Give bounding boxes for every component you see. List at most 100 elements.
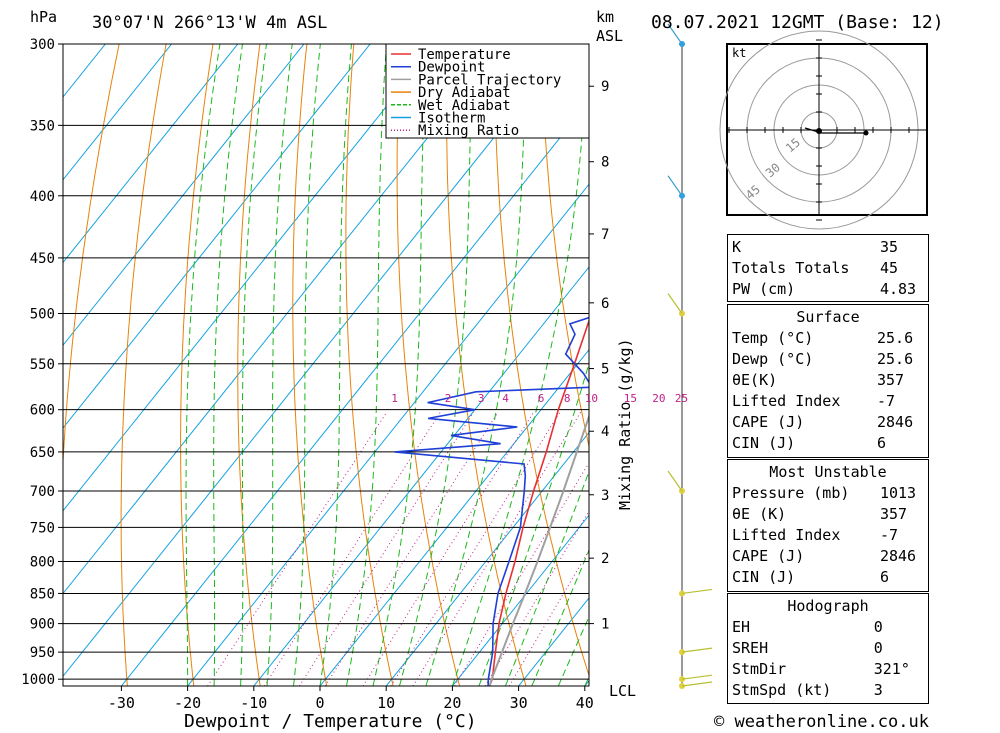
wind-barb: [681, 647, 713, 653]
isotherm-line: [452, 514, 589, 686]
mixing-ratio-axis-label: Mixing Ratio (g/kg): [616, 338, 634, 510]
mixing-ratio-label: 8: [564, 392, 571, 405]
dry-adiabat-line: [120, 44, 167, 686]
dry-adiabat-line: [63, 44, 120, 472]
isotherm-line: [63, 44, 172, 181]
height-unit-asl: ASL: [596, 27, 623, 45]
wet-adiabat-line: [478, 361, 589, 686]
table-row: PW (cm) 4.83: [728, 278, 928, 299]
table-row: CAPE (J) 2846: [728, 411, 928, 432]
wind-barb: [681, 681, 713, 687]
indices-table: K 35 Totals Totals 45 PW (cm) 4.83: [728, 236, 928, 299]
table-row: CIN (J) 6: [728, 432, 928, 453]
pressure-tick-label: 650: [30, 445, 55, 461]
surface-value: 25.6: [877, 349, 914, 368]
lcl-label: LCL: [609, 682, 636, 700]
wet-adiabat-line: [213, 44, 244, 686]
pressure-tick-label: 900: [30, 617, 55, 633]
wind-barb: [667, 175, 683, 197]
table-row: Most Unstable: [728, 461, 928, 482]
hodograph-title: Hodograph: [787, 596, 869, 615]
wet-adiabat-line: [557, 615, 589, 686]
hodo-value: 3: [873, 680, 883, 699]
surface-label: Dewp (°C): [732, 349, 814, 368]
hodo-point: [863, 130, 869, 136]
parcel-trajectory-line: [488, 413, 589, 686]
most-unstable-box: Most Unstable Pressure (mb) 1013 θE (K) 35…: [727, 459, 929, 592]
isotherm-line: [63, 44, 239, 264]
dry-adiabat-line: [345, 44, 394, 686]
index-label: K: [732, 237, 742, 256]
table-row: K 35: [728, 236, 928, 257]
index-label: Totals Totals: [732, 258, 850, 277]
mu-value: 1013: [879, 483, 917, 502]
table-row: SREH 0: [728, 637, 928, 658]
isotherm-line: [63, 44, 503, 595]
surface-label: CAPE (J): [732, 412, 805, 431]
mu-label: θE (K): [732, 504, 787, 523]
hodo-value: 0: [873, 617, 883, 636]
wind-barb: [667, 23, 683, 45]
legend-label: Dry Adiabat: [418, 85, 511, 101]
surface-box: Surface Temp (°C) 25.6 Dewp (°C) 25.6 θE(K…: [727, 304, 929, 458]
wind-barb: [667, 470, 683, 492]
location-title: 30°07'N 266°13'W 4m ASL: [92, 13, 327, 33]
datetime: 08.07.2021 12GMT (Base: 12): [651, 12, 944, 33]
wet-adiabat-line: [319, 44, 352, 686]
surface-title: Surface: [796, 307, 860, 326]
pressure-tick-label: 500: [30, 306, 55, 322]
km-tick-label: 1: [601, 617, 609, 633]
km-tick-label: 3: [601, 488, 609, 504]
hodo-value: 321°: [873, 659, 910, 678]
wet-adiabat-line: [504, 470, 589, 686]
dry-adiabat-line: [396, 44, 461, 686]
table-row: Pressure (mb) 1013: [728, 482, 928, 503]
mu-label: CAPE (J): [732, 546, 805, 565]
legend-label: Parcel Trajectory: [418, 72, 561, 88]
isotherm-line: [187, 183, 589, 686]
dewpoint-line: [394, 316, 589, 686]
pressure-tick-label: 450: [30, 251, 55, 267]
most-unstable-table: Most Unstable Pressure (mb) 1013 θE (K) 35…: [728, 461, 928, 587]
isotherm-line: [385, 431, 589, 686]
pressure-tick-label: 850: [30, 586, 55, 602]
temperature-line: [488, 318, 589, 686]
legend-label: Isotherm: [418, 111, 485, 127]
wet-adiabat-line: [240, 44, 267, 686]
temperature-tick-label: 0: [315, 694, 324, 712]
surface-value: 6: [877, 433, 887, 452]
dry-adiabat-line: [237, 44, 261, 686]
table-row: StmSpd (kt) 3: [728, 679, 928, 700]
mu-label: Lifted Index: [732, 525, 841, 544]
hodo-storm-motion: [816, 128, 822, 134]
pressure-tick-label: 700: [30, 484, 55, 500]
mu-value: 2846: [879, 546, 917, 565]
wet-adiabat-line: [185, 44, 221, 686]
hodo-label: StmDir: [732, 659, 787, 678]
legend-label: Wet Adiabat: [418, 98, 511, 114]
index-label: PW (cm): [732, 279, 796, 298]
isotherm-line: [253, 266, 589, 686]
pressure-tick-label: 550: [30, 357, 55, 373]
temperature-tick-label: 10: [377, 694, 395, 712]
table-row: CIN (J) 6: [728, 566, 928, 587]
dry-adiabat-line: [540, 44, 589, 449]
dry-adiabat-line: [494, 44, 589, 678]
mixing-ratio-label: 6: [538, 392, 545, 405]
height-unit: km: [596, 8, 614, 26]
mixing-ratio-label: 1: [391, 392, 398, 405]
legend-label: Dewpoint: [418, 60, 485, 76]
wet-adiabat-line: [293, 44, 321, 686]
pressure-tick-label: 300: [30, 37, 55, 53]
isotherm-line: [63, 44, 437, 512]
table-row: θE (K) 357: [728, 503, 928, 524]
dry-adiabat-line: [917, 44, 1000, 686]
temperature-tick-label: -10: [240, 694, 267, 712]
mixing-ratio-label: 3: [478, 392, 485, 405]
legend-label: Mixing Ratio: [418, 123, 519, 139]
pressure-tick-label: 750: [30, 520, 55, 536]
hodograph-table: Hodograph EH 0 SREH 0 StmDir 321° StmSpd (k…: [728, 595, 928, 700]
isotherm-line: [63, 44, 371, 429]
table-row: StmDir 321°: [728, 658, 928, 679]
